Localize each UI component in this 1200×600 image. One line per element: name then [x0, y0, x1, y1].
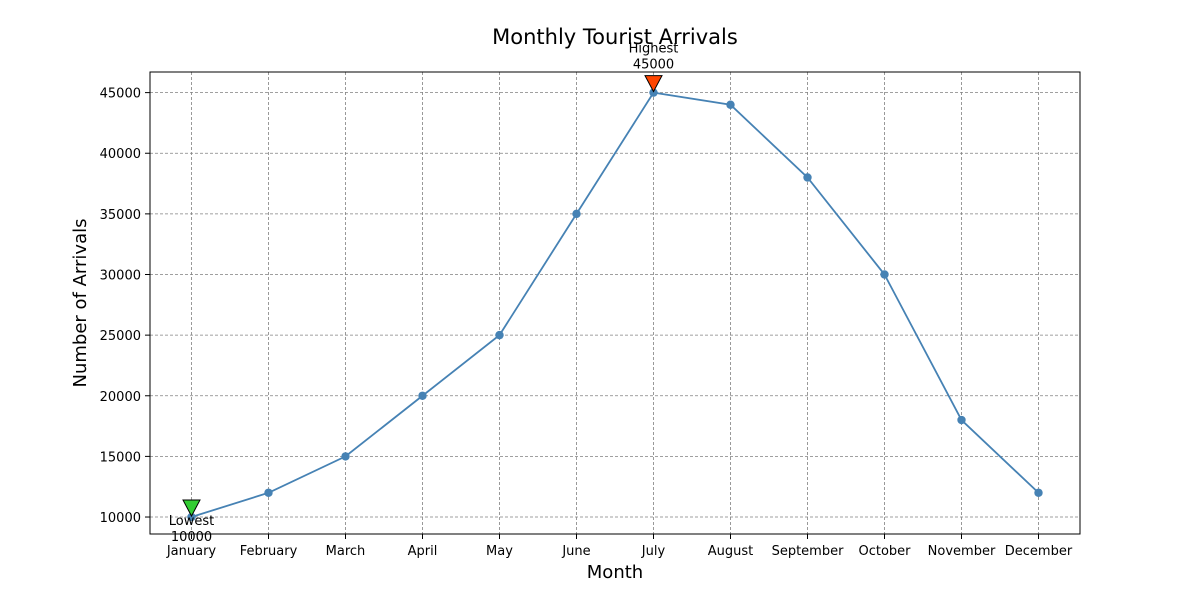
y-axis-ticks: 10000 15000 20000 25000 30000 35000 40000 45000 — [100, 87, 150, 526]
data-point — [341, 452, 350, 461]
data-point — [803, 173, 812, 182]
y-tick-label: 20000 — [100, 390, 141, 405]
y-tick-label: 10000 — [100, 511, 141, 526]
y-tick-label: 30000 — [100, 269, 141, 284]
plot-frame — [149, 71, 1081, 535]
x-tick-label: November — [928, 544, 996, 559]
grid-layer — [150, 72, 1080, 534]
x-tick-label: December — [1005, 544, 1073, 559]
y-tick-label: 40000 — [100, 147, 141, 162]
x-axis-label: Month — [587, 562, 643, 583]
x-tick-label: January — [166, 544, 217, 559]
x-tick-label: October — [858, 544, 911, 559]
data-point — [957, 415, 966, 425]
data-point — [418, 391, 427, 400]
x-tick-label: August — [708, 544, 754, 559]
y-tick-label: 15000 — [100, 450, 141, 465]
x-tick-label: April — [408, 544, 438, 559]
data-point — [1034, 488, 1043, 497]
highest-annotation-label: Highest — [629, 42, 679, 57]
x-tick-label: March — [326, 544, 366, 559]
y-tick-label: 25000 — [100, 329, 141, 344]
x-axis-ticks: January February March April May June July Augu… — [166, 534, 1073, 559]
data-point — [726, 100, 735, 109]
highest-annotation-value: 45000 — [633, 58, 674, 73]
data-point — [264, 488, 273, 497]
data-point — [880, 270, 889, 279]
y-axis-label: Number of Arrivals — [70, 219, 91, 388]
chart-title: Monthly Tourist Arrivals — [492, 25, 738, 49]
data-point — [495, 330, 504, 340]
y-tick-label: 45000 — [100, 87, 141, 102]
x-tick-label: July — [641, 544, 666, 559]
x-tick-label: September — [772, 544, 845, 559]
data-point — [572, 209, 581, 219]
y-tick-label: 35000 — [100, 208, 141, 223]
series-line — [191, 91, 1040, 518]
lowest-marker — [182, 499, 201, 518]
series-layer — [187, 88, 1043, 522]
x-tick-label: May — [486, 544, 513, 559]
highest-marker — [644, 75, 663, 93]
x-tick-label: February — [240, 544, 298, 559]
lowest-annotation-label: Lowest — [169, 514, 214, 529]
x-tick-label: June — [561, 544, 590, 559]
